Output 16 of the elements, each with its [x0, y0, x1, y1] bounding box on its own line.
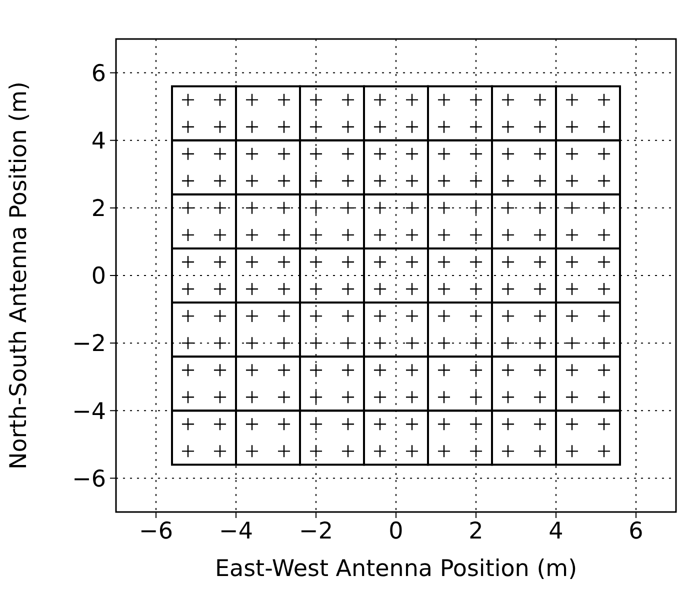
x-tick-label: 2: [468, 518, 484, 544]
y-tick-label: 2: [91, 196, 106, 222]
y-tick-label: −4: [72, 398, 106, 425]
x-tick-label: 6: [628, 518, 644, 544]
y-tick-label: −2: [72, 331, 106, 358]
x-tick-label: −2: [299, 518, 333, 544]
x-tick-label: −6: [139, 518, 173, 544]
x-tick-label: −4: [219, 518, 253, 544]
y-tick-label: 4: [91, 128, 106, 155]
x-tick-label: 0: [388, 518, 404, 544]
y-tick-label: 0: [91, 264, 106, 290]
y-axis-title: North-South Antenna Position (m): [6, 81, 32, 470]
y-tick-label: 6: [91, 60, 106, 87]
y-tick-label: −6: [72, 466, 106, 492]
x-axis-title: East-West Antenna Position (m): [214, 556, 578, 582]
x-tick-label: 4: [548, 518, 564, 544]
